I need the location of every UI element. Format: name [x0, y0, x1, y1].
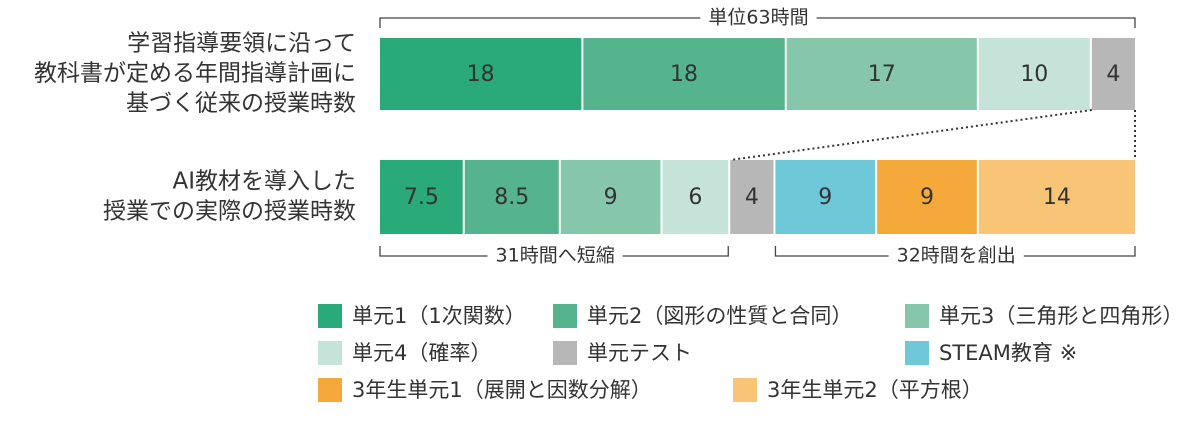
legend-label: 3年生単元1（展開と因数分解） — [352, 378, 652, 402]
legend-swatch — [318, 378, 342, 402]
bar-segment — [775, 160, 876, 234]
legend-swatch — [733, 378, 757, 402]
value-label: 7.5 — [404, 185, 439, 210]
category-label: 基づく従来の授業時数 — [126, 91, 356, 117]
category-label: 授業での実際の授業時数 — [103, 199, 356, 225]
value-label: 9 — [818, 185, 832, 210]
value-label: 10 — [1020, 62, 1048, 87]
bar-segment — [1091, 38, 1135, 110]
category-label: AI教材を導入した — [172, 169, 356, 195]
bar-segment — [380, 38, 582, 110]
value-label: 6 — [688, 185, 702, 210]
bar-segment — [560, 160, 661, 234]
bracket-gap — [888, 253, 1024, 259]
value-label: 9 — [920, 185, 934, 210]
legend-label: STEAM教育 ※ — [939, 341, 1077, 365]
value-label: 9 — [604, 185, 618, 210]
annotation: 単位63時間 — [708, 7, 808, 29]
value-label: 4 — [745, 185, 759, 210]
category-label: 教科書が定める年間指導計画に — [34, 61, 356, 87]
legend-label: 単元3（三角形と四角形） — [939, 304, 1183, 328]
bracket-gap — [700, 15, 817, 21]
value-label: 14 — [1043, 185, 1071, 210]
annotation: 32時間を創出 — [897, 245, 1016, 267]
bar-segment — [730, 160, 774, 234]
bar-segment — [978, 160, 1135, 234]
legend-swatch — [905, 341, 929, 365]
bar-segment — [464, 160, 559, 234]
legend-label: 3年生単元2（平方根） — [767, 378, 983, 402]
legend-label: 単元1（1次関数） — [352, 304, 526, 328]
value-label: 17 — [868, 62, 896, 87]
legend-swatch — [553, 341, 577, 365]
annotation: 31時間へ短縮 — [496, 245, 615, 267]
bar-segment — [786, 38, 977, 110]
value-label: 18 — [670, 62, 698, 87]
legend-swatch — [553, 304, 577, 328]
legend-label: 単元4（確率） — [352, 341, 491, 365]
category-label: 学習指導要領に沿って — [127, 31, 356, 57]
value-label: 18 — [467, 62, 495, 87]
legend-swatch — [318, 304, 342, 328]
bar-segment — [583, 38, 785, 110]
bar-segment — [380, 160, 463, 234]
value-label: 8.5 — [494, 185, 529, 210]
legend-label: 単元テスト — [587, 341, 692, 365]
bar-segment — [877, 160, 977, 234]
bar-segment — [662, 160, 729, 234]
connector — [730, 109, 1092, 161]
bar-segment — [978, 38, 1090, 110]
bracket-gap — [487, 253, 623, 259]
legend-swatch — [905, 304, 929, 328]
value-label: 4 — [1106, 62, 1120, 87]
legend-swatch — [318, 341, 342, 365]
legend-label: 単元2（図形の性質と合同） — [587, 304, 852, 328]
